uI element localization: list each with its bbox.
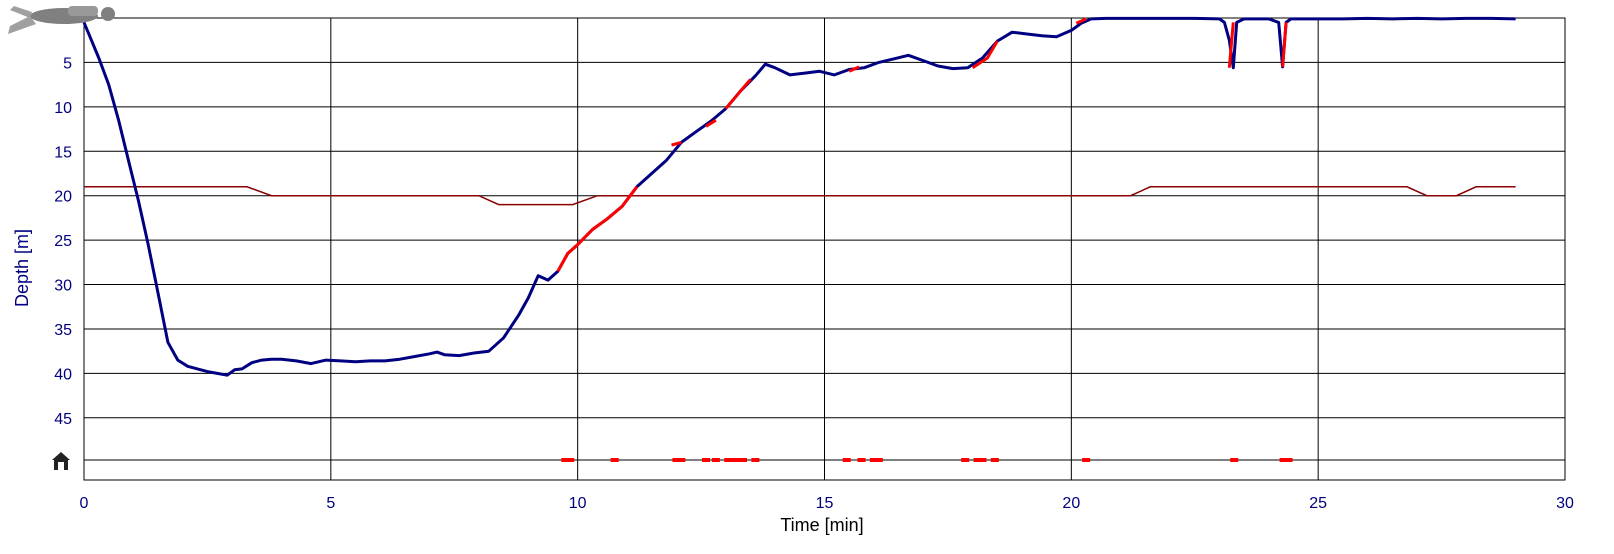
y-tick-label: 30 <box>54 278 72 295</box>
ascent-warning-marker <box>724 458 733 462</box>
ascent-warning-marker <box>842 458 851 462</box>
surface-interval-icon <box>52 452 70 470</box>
ascent-warning-marker <box>566 458 575 462</box>
diver-icon <box>8 6 115 34</box>
ascent-warning-marker <box>751 458 760 462</box>
ascent-warning-marker <box>869 458 878 462</box>
fast-ascent-segment <box>556 185 639 272</box>
ascent-warning-marker <box>702 458 711 462</box>
fast-ascent-segment <box>705 118 717 128</box>
grid <box>83 17 1566 481</box>
ascent-warning-marker <box>874 458 883 462</box>
x-tick-label: 10 <box>569 495 587 512</box>
temperature-layer <box>84 186 1516 206</box>
ascent-warning-marker <box>1082 458 1091 462</box>
ascent-warning-marker <box>961 458 970 462</box>
ascent-warning-marker <box>677 458 686 462</box>
ascent-warning-marker <box>739 458 748 462</box>
ascent-warning-marker <box>990 458 999 462</box>
x-tick-label: 15 <box>816 495 834 512</box>
ascent-warning-marker <box>731 458 740 462</box>
y-axis-title: Depth [m] <box>12 229 32 307</box>
ascent-warning-marker <box>561 458 570 462</box>
x-tick-label: 25 <box>1309 495 1327 512</box>
x-axis-title: Time [min] <box>780 515 863 535</box>
x-tick-label: 20 <box>1062 495 1080 512</box>
fast-ascent-segment <box>724 78 752 110</box>
y-tick-label: 35 <box>54 322 72 339</box>
y-tick-label: 25 <box>54 233 72 250</box>
fast-ascent-segment <box>848 65 860 73</box>
ascent-warning-marker <box>711 458 720 462</box>
fast-ascent-segment <box>1281 22 1288 68</box>
ascent-warning-marker <box>1279 458 1288 462</box>
x-tick-label: 30 <box>1556 495 1574 512</box>
ascent-warning-marker <box>978 458 987 462</box>
ascent-warning-marker <box>610 458 619 462</box>
ascent-warning-marker <box>857 458 866 462</box>
fast-ascent-segment <box>1075 17 1087 25</box>
ascent-warning-marker <box>1284 458 1293 462</box>
y-tick-label: 10 <box>54 100 72 117</box>
x-tick-labels: 0 5 10 15 20 25 30 <box>80 495 1574 512</box>
y-tick-label: 40 <box>54 366 72 383</box>
temperature-line <box>84 186 1516 206</box>
fast-ascent-segment <box>671 140 682 147</box>
ascent-warning-markers <box>561 458 1293 462</box>
depth-line <box>82 16 1516 377</box>
fast-ascent-segment <box>1227 22 1235 68</box>
fast-ascent-segment <box>971 40 999 70</box>
y-tick-label: 45 <box>54 411 72 428</box>
ascent-warning-marker <box>973 458 982 462</box>
y-tick-label: 15 <box>54 144 72 161</box>
ascent-warning-marker <box>1230 458 1239 462</box>
y-tick-label: 5 <box>63 55 72 72</box>
x-tick-label: 0 <box>80 495 89 512</box>
x-tick-label: 5 <box>326 495 335 512</box>
ascent-warning-marker <box>672 458 681 462</box>
y-tick-label: 20 <box>54 189 72 206</box>
depth-layer <box>82 16 1516 377</box>
